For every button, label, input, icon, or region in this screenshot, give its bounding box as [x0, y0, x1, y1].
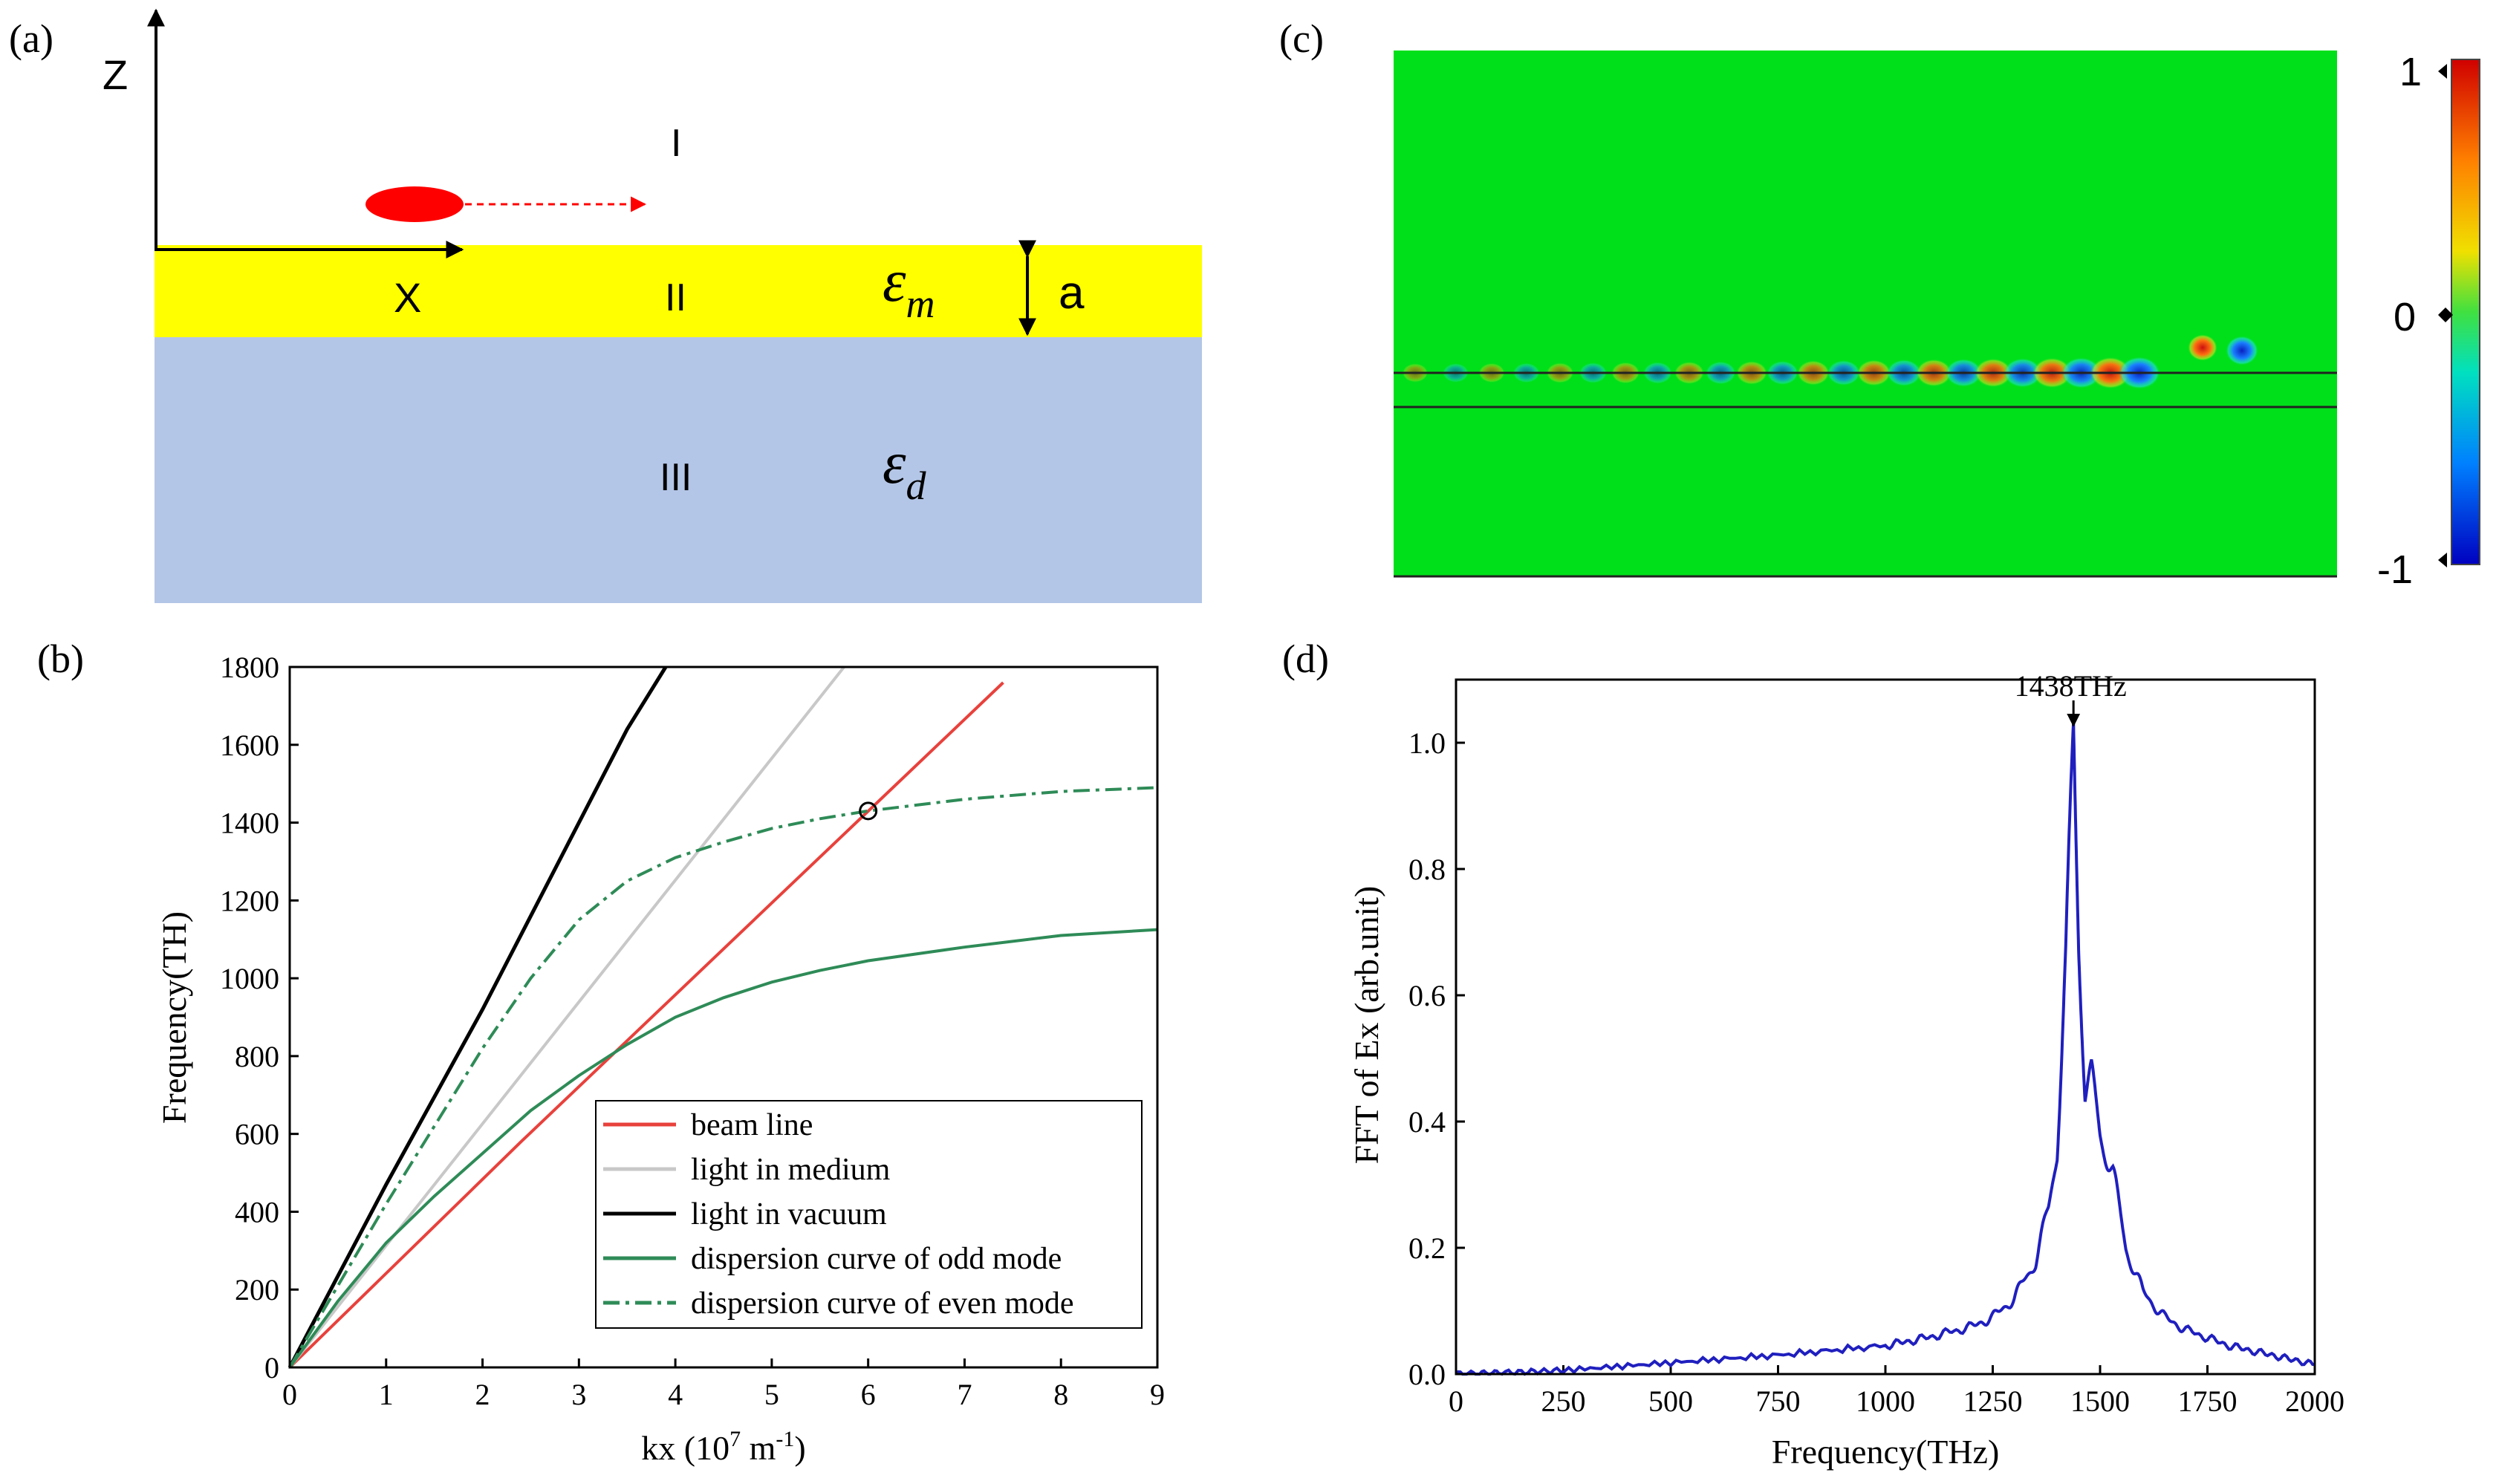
x-tick-label: 750	[1756, 1384, 1801, 1418]
region-3-label: III	[660, 456, 692, 499]
y-tick-label: 200	[235, 1273, 279, 1306]
x-tick-label: 1750	[2178, 1384, 2238, 1418]
x-tick-label: 1000	[1856, 1384, 1915, 1418]
series-line-light-in-medium	[288, 665, 845, 1369]
y-tick-label: 0.6	[1408, 979, 1446, 1012]
y-tick-label: 0.0	[1408, 1358, 1446, 1391]
panel-b-ylabel: Frequency(TH)	[155, 911, 193, 1124]
panel-d-frame	[1455, 678, 2316, 1376]
x-tick-label: 9	[1150, 1378, 1165, 1411]
field-map	[1394, 51, 2337, 576]
x-tick-label: 8	[1053, 1378, 1068, 1411]
colorbar-marker-mid	[2438, 307, 2453, 322]
thickness-label: a	[1059, 267, 1085, 319]
colorbar-marker-top	[2438, 64, 2447, 79]
colorbar-tick-top: 1	[2399, 50, 2422, 94]
y-tick-label: 0.8	[1408, 853, 1446, 886]
colorbar-marker-bottom	[2438, 553, 2447, 567]
panel-b-chart: (b) 0 1 2 3 4 5 6 7 8 9 0 200 400 600 800 1000 1200 1400…	[37, 637, 1165, 1467]
electron-beam	[365, 186, 464, 222]
region-2-label: II	[665, 276, 686, 319]
panel-d-ylabel: FFT of Ex (arb.unit)	[1348, 886, 1385, 1165]
panel-d-ticks	[1455, 741, 2316, 1376]
series-line-beam-line	[288, 681, 1004, 1369]
panel-b-series	[287, 665, 1158, 1369]
x-tick-label: 1	[379, 1378, 394, 1411]
legend-label: light in medium	[691, 1153, 891, 1187]
y-tick-label: 0.4	[1408, 1105, 1446, 1139]
intersection-marker	[859, 801, 878, 821]
colorbar	[2451, 59, 2480, 565]
x-tick-label: 2000	[2285, 1384, 2344, 1418]
series-line-FFT-of-Ex	[1455, 721, 2316, 1376]
y-tick-label: 1800	[220, 651, 279, 684]
panel-d-y-tick-labels: 0.0 0.2 0.4 0.6 0.8 1.0	[1408, 726, 1446, 1391]
eps-d-label: εd	[883, 431, 927, 508]
x-tick-label: 5	[764, 1378, 779, 1411]
panel-c-label: (c)	[1279, 16, 1324, 61]
legend-label: dispersion curve of even mode	[691, 1286, 1074, 1321]
panel-b-frame	[288, 665, 1159, 1369]
panel-b-y-tick-labels: 0 200 400 600 800 1000 1200 1400 1600 1800	[220, 651, 279, 1384]
x-tick-label: 1250	[1963, 1384, 2023, 1418]
panel-b-legend: beam line light in medium light in vacuum d…	[595, 1100, 1143, 1329]
y-tick-label: 1400	[220, 807, 279, 840]
panel-b-xlabel: kx (107 m-1)	[641, 1427, 805, 1467]
dielectric-layer	[155, 336, 1202, 603]
field-lobe-head-negative	[2226, 336, 2258, 365]
y-tick-label: 400	[235, 1195, 279, 1228]
y-tick-label: 1600	[220, 729, 279, 762]
panel-d-label: (d)	[1282, 637, 1329, 681]
panel-b-x-tick-labels: 0 1 2 3 4 5 6 7 8 9	[282, 1378, 1165, 1411]
legend-box	[595, 1100, 1143, 1329]
peak-label: 1438THz	[2015, 669, 2127, 703]
legend-label: light in vacuum	[691, 1197, 887, 1231]
panel-d-series	[1455, 721, 2316, 1376]
x-tick-label: 3	[571, 1378, 586, 1411]
field-lobe-head-positive	[2188, 334, 2217, 361]
colorbar-tick-bottom: -1	[2377, 547, 2413, 592]
y-tick-label: 800	[235, 1040, 279, 1073]
colorbar-tick-mid: 0	[2394, 295, 2416, 339]
panel-d-chart: (d) 0 250 500 750 1000 1250 1500 1750 2000 0.00.…	[1282, 637, 2344, 1471]
region-1-label: I	[671, 122, 681, 165]
y-tick-label: 600	[235, 1118, 279, 1151]
x-tick-label: 4	[668, 1378, 683, 1411]
panel-a-label: (a)	[9, 16, 53, 61]
x-tick-label: 0	[282, 1378, 297, 1411]
y-tick-label: 1.0	[1408, 726, 1446, 760]
series-line-dispersion-curve-of-even-mode	[288, 786, 1158, 1369]
y-tick-label: 1000	[220, 962, 279, 995]
x-tick-label: 1500	[2070, 1384, 2130, 1418]
panel-d-annotation: 1438THz	[2015, 669, 2127, 727]
legend-label: beam line	[691, 1108, 813, 1142]
panel-c: (c) 1 0 -1	[1279, 16, 2480, 592]
series-line-light-in-vacuum	[287, 665, 668, 1369]
legend-label: dispersion curve of odd mode	[691, 1242, 1062, 1276]
x-axis-label: X	[394, 274, 421, 321]
x-tick-label: 250	[1541, 1384, 1586, 1418]
series-line-dispersion-curve-of-odd-mode	[288, 928, 1158, 1369]
panel-d-xlabel: Frequency(THz)	[1772, 1433, 2000, 1471]
x-tick-label: 7	[957, 1378, 972, 1411]
x-tick-label: 500	[1648, 1384, 1693, 1418]
panel-d-x-tick-labels: 0 250 500 750 1000 1250 1500 1750 2000	[1449, 1384, 2344, 1418]
x-tick-label: 6	[861, 1378, 876, 1411]
y-tick-label: 1200	[220, 884, 279, 917]
panel-a: (a) Z X I II III εm εd a	[9, 8, 1202, 603]
x-tick-label: 2	[475, 1378, 490, 1411]
panel-b-label: (b)	[37, 637, 84, 681]
y-tick-label: 0	[264, 1351, 279, 1384]
x-tick-label: 0	[1449, 1384, 1463, 1418]
z-axis-label: Z	[103, 51, 128, 98]
eps-m-label: εm	[883, 249, 935, 326]
y-tick-label: 0.2	[1408, 1231, 1446, 1265]
